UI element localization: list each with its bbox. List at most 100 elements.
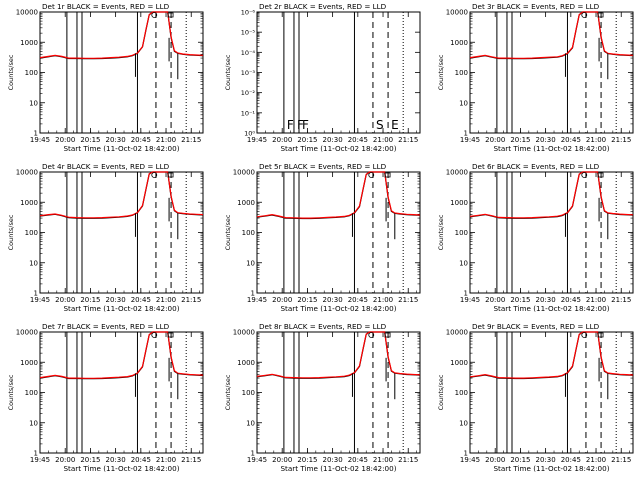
y-tick-label: 10 <box>459 259 468 267</box>
panel-title: Det 6r BLACK = Events, RED = LLD <box>472 162 600 171</box>
saturation-marker <box>581 172 588 178</box>
y-tick-label: 10000 <box>16 329 38 337</box>
y-tick-label: 10000 <box>16 9 38 17</box>
event-label: S <box>376 118 384 132</box>
y-tick-label: 10 <box>459 419 468 427</box>
x-tick-label: 20:00 <box>272 456 292 464</box>
x-tick-label: 19:45 <box>460 296 480 304</box>
x-tick-label: 21:15 <box>181 136 201 144</box>
y-tick-label: 10 <box>29 99 38 107</box>
events-series-line <box>39 171 204 219</box>
y-tick-label: 1000 <box>450 359 468 367</box>
saturation-marker <box>581 12 588 18</box>
saturation-marker <box>581 332 588 338</box>
y-axis-label: Counts/sec <box>7 54 15 90</box>
y-tick-label: 100 <box>455 389 468 397</box>
y-tick-label: 100 <box>455 69 468 77</box>
y-tick-label: 10 <box>246 419 255 427</box>
panel-title: Det 3r BLACK = Events, RED = LLD <box>472 2 600 11</box>
panel-title: Det 8r BLACK = Events, RED = LLD <box>259 322 387 331</box>
x-tick-label: 20:00 <box>55 136 75 144</box>
y-axis-label: Counts/sec <box>437 54 445 90</box>
x-tick-label: 20:00 <box>272 296 292 304</box>
x-tick-label: 21:15 <box>398 136 418 144</box>
x-axis-label: Start Time (11-Oct-02 18:42:00) <box>494 304 610 313</box>
x-tick-label: 21:15 <box>181 456 201 464</box>
x-tick-label: 21:15 <box>181 296 201 304</box>
x-tick-label: 21:00 <box>156 136 176 144</box>
x-tick-label: 20:30 <box>536 456 556 464</box>
y-tick-label: 10000 <box>16 169 38 177</box>
y-tick-label: 100 <box>455 229 468 237</box>
events-series-line <box>469 171 634 219</box>
x-tick-label: 20:45 <box>561 456 581 464</box>
y-tick-label: 100 <box>242 389 255 397</box>
detector-panel-5: Det 5r BLACK = Events, RED = LLD 1 10 100 10… <box>224 162 421 313</box>
plot-frame <box>469 11 634 134</box>
x-tick-label: 20:45 <box>348 136 368 144</box>
panel-title: Det 7r BLACK = Events, RED = LLD <box>42 322 170 331</box>
x-tick-label: 20:15 <box>80 456 100 464</box>
x-tick-label: 21:15 <box>611 296 631 304</box>
x-tick-label: 20:15 <box>297 136 317 144</box>
saturation-marker <box>384 332 391 338</box>
y-axis-label: Counts/sec <box>7 214 15 250</box>
saturation-marker <box>167 12 174 18</box>
x-axis-label: Start Time (11-Oct-02 18:42:00) <box>64 304 180 313</box>
x-tick-label: 21:00 <box>373 136 393 144</box>
x-tick-label: 21:00 <box>156 296 176 304</box>
panel-title: Det 1r BLACK = Events, RED = LLD <box>42 2 170 11</box>
x-tick-label: 20:00 <box>55 296 75 304</box>
event-label: F <box>287 118 294 132</box>
x-axis-label: Start Time (11-Oct-02 18:42:00) <box>281 464 397 473</box>
detector-panel-8: Det 8r BLACK = Events, RED = LLD 1 10 100 10… <box>224 322 421 473</box>
y-tick-label: 1000 <box>20 359 38 367</box>
x-tick-label: 20:45 <box>348 456 368 464</box>
x-tick-label: 20:15 <box>80 136 100 144</box>
x-tick-label: 20:00 <box>485 456 505 464</box>
x-axis-label: Start Time (11-Oct-02 18:42:00) <box>494 144 610 153</box>
x-tick-label: 20:30 <box>536 136 556 144</box>
lld-series-line <box>469 171 634 219</box>
x-tick-label: 20:15 <box>297 456 317 464</box>
detector-panel-7: Det 7r BLACK = Events, RED = LLD 1 10 100 10… <box>7 322 204 473</box>
x-tick-label: 20:45 <box>131 136 151 144</box>
y-axis-label: Counts/sec <box>224 214 232 250</box>
x-axis-label: Start Time (11-Oct-02 18:42:00) <box>64 144 180 153</box>
event-label: E <box>391 118 399 132</box>
y-tick-label: 1000 <box>20 199 38 207</box>
y-tick-label: 1 <box>34 450 38 458</box>
x-tick-label: 20:15 <box>510 456 530 464</box>
y-axis-label: Counts/sec <box>224 374 232 410</box>
lld-series-line <box>256 171 421 219</box>
lld-series-line <box>39 171 204 219</box>
plot-frame <box>256 11 421 134</box>
events-series-line <box>469 331 634 380</box>
events-series-line <box>256 331 421 379</box>
x-axis-label: Start Time (11-Oct-02 18:42:00) <box>64 464 180 473</box>
x-tick-label: 21:15 <box>398 456 418 464</box>
y-tick-label: 1 <box>464 130 468 138</box>
y-axis-label: Counts/sec <box>7 374 15 410</box>
saturation-marker <box>597 332 604 338</box>
plot-frame <box>39 171 204 294</box>
y-tick-label: 1 <box>251 450 255 458</box>
x-tick-label: 19:45 <box>460 136 480 144</box>
y-tick-label: 10000 <box>233 329 255 337</box>
y-tick-label: 1000 <box>237 199 255 207</box>
x-tick-label: 20:30 <box>106 296 126 304</box>
y-tick-label: 10⁻⁵ <box>241 29 256 37</box>
x-tick-label: 20:30 <box>323 136 343 144</box>
x-tick-label: 20:00 <box>485 136 505 144</box>
x-tick-label: 20:30 <box>323 296 343 304</box>
y-tick-label: 10 <box>246 259 255 267</box>
x-tick-label: 20:15 <box>510 136 530 144</box>
saturation-marker <box>368 172 375 178</box>
x-tick-label: 21:00 <box>586 296 606 304</box>
saturation-marker <box>167 172 174 178</box>
plot-frame <box>256 331 421 454</box>
y-tick-label: 1 <box>34 130 38 138</box>
plot-frame <box>256 171 421 294</box>
x-tick-label: 20:45 <box>561 136 581 144</box>
